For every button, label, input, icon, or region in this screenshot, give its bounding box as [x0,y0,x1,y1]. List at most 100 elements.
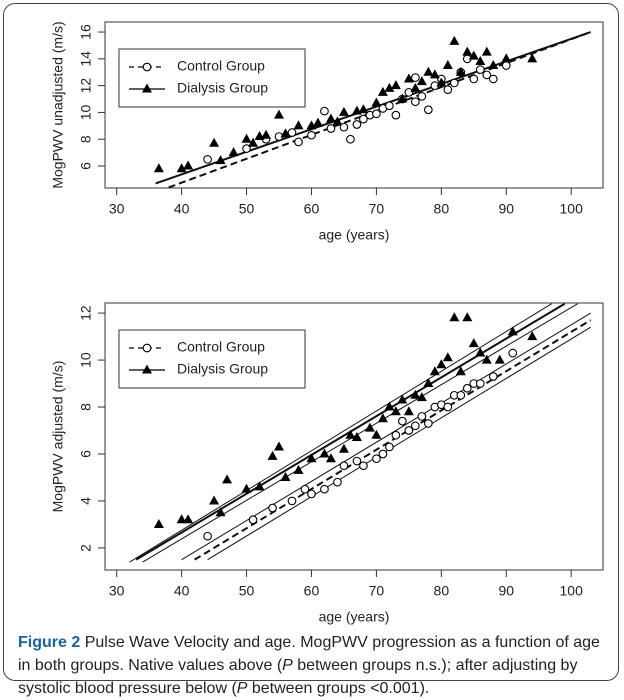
point [339,461,349,471]
x-tick-label: 50 [239,201,255,217]
point [371,97,382,107]
legend: Control Group Dialysis Group [118,48,306,108]
point [287,128,297,137]
point [183,514,194,524]
point [391,110,401,120]
point [403,406,414,416]
y-tick-label: 12 [78,305,94,321]
caption-text: Pulse Wave Velocity and age. MogPWV prog… [18,634,600,674]
point [274,441,285,451]
point [416,76,427,86]
point [411,97,420,107]
y-tick-label: 12 [78,78,94,94]
legend-box [118,48,306,108]
caption-label: Figure 2 [18,634,81,651]
point [417,92,427,101]
point [527,331,538,341]
point [307,489,316,499]
point [332,116,343,126]
point [359,114,368,124]
y-tick-label: 6 [78,450,94,458]
fit-line [207,326,591,561]
y-axis-title: MogPWV unadjusted (m/s) [50,21,66,188]
point [423,378,434,388]
x-tick-label: 60 [304,583,320,599]
point [404,426,414,435]
point [507,326,518,336]
point [468,338,479,348]
point [351,432,362,442]
point [443,402,453,412]
point [475,56,486,66]
point [384,82,395,92]
legend-label: Control Group [177,58,265,74]
point [325,453,336,463]
fit-line [194,319,592,561]
fit-line [142,303,578,563]
point [203,154,212,164]
point [320,484,329,494]
caption: Figure 2 Pulse Wave Velocity and age. Mo… [18,631,614,700]
point [462,46,473,56]
point [300,484,310,494]
fit-line [155,31,591,185]
point [228,147,239,157]
x-axis-title: age (years) [319,227,390,243]
x-tick-label: 100 [560,201,584,217]
point [468,50,479,60]
legend-marker [142,62,152,72]
x-tick-label: 90 [498,583,514,599]
point [429,69,440,79]
figure-frame [3,3,619,681]
y-tick-label: 8 [78,135,94,143]
point [455,66,466,76]
point [508,348,518,358]
y-tick-label: 10 [78,352,94,368]
point [287,496,297,506]
point [501,53,512,63]
caption-text: between groups <0.001). [247,680,430,697]
legend-label: Dialysis Group [177,80,268,96]
point [411,73,420,82]
point [326,124,336,133]
point [469,74,479,84]
y-tick-label: 6 [78,162,94,170]
point [411,421,420,431]
point [390,406,401,416]
x-tick-label: 40 [174,201,190,217]
x-tick-label: 70 [369,201,385,217]
point [280,128,291,138]
point [209,137,220,147]
point [307,130,316,140]
point [378,449,388,459]
point [372,109,381,119]
y-tick-label: 2 [78,544,94,552]
point [241,133,252,143]
point [488,372,498,381]
y-axis-title: MogPWV adjusted (m/s) [50,361,66,513]
plot: 30 40 50 60 70 80 90 100 6 8 10 12 14 16 age (years) Mo… [50,21,604,243]
plot: 30 40 50 60 70 80 90 100 2 4 6 8 10 12 age (years) MogP… [50,302,604,625]
point [176,163,187,173]
point [462,383,472,393]
point [254,481,265,491]
point [176,514,187,524]
point [462,312,473,322]
point [183,160,194,170]
x-tick-label: 60 [304,201,320,217]
point [501,61,511,70]
point [456,390,466,400]
point [203,531,212,541]
point [153,163,164,173]
point [436,359,447,369]
point [268,503,277,513]
fit-line [129,303,552,563]
point [338,106,349,116]
legend-label: Control Group [177,339,265,355]
point [404,87,414,97]
y-tick-label: 8 [78,403,94,411]
point [372,454,381,464]
caption-italic: P [236,680,248,697]
plot-frame [104,21,604,189]
point [475,347,486,357]
